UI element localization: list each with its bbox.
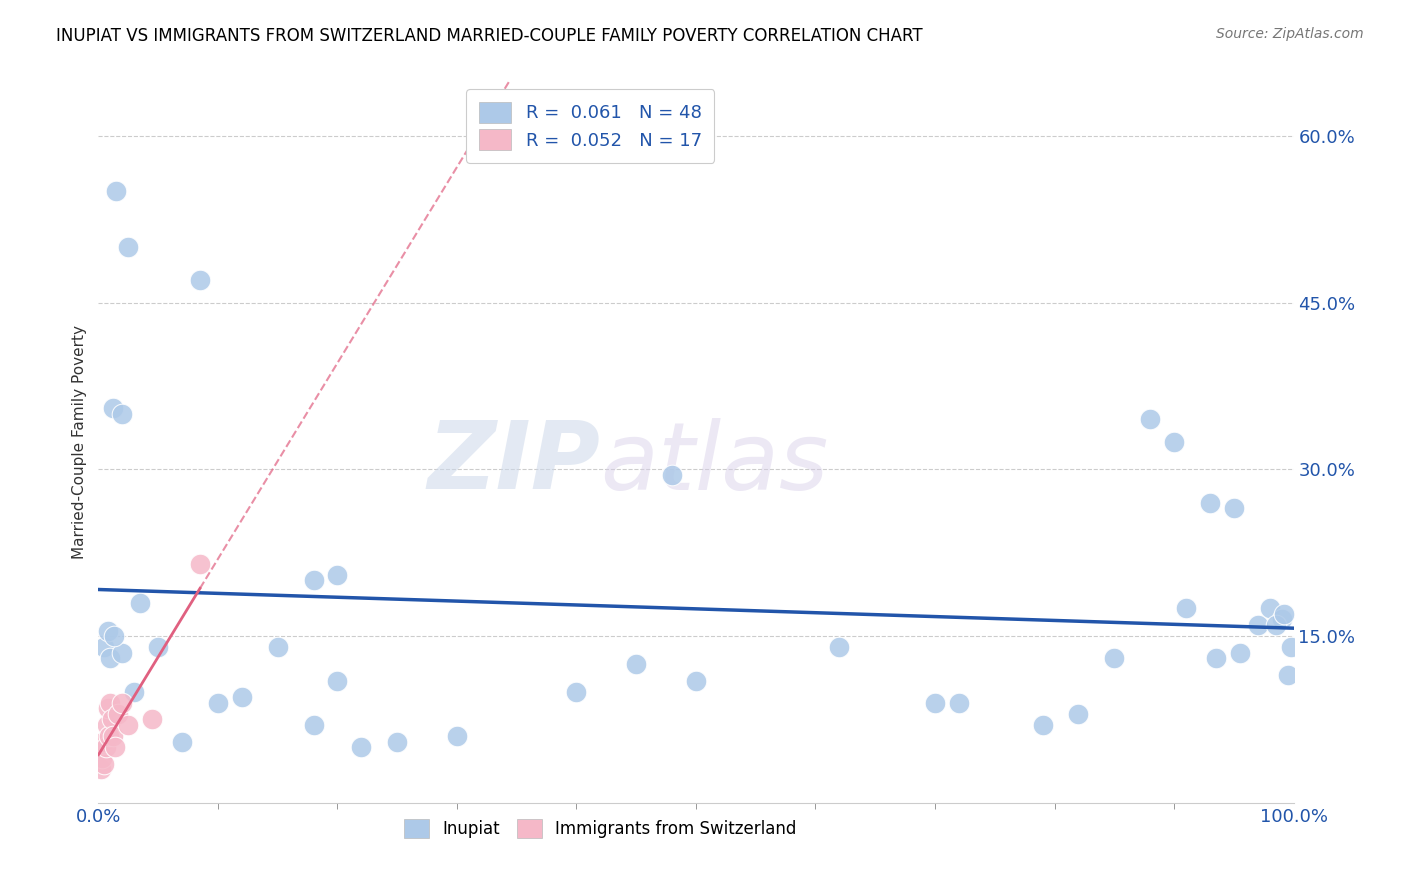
Text: ZIP: ZIP	[427, 417, 600, 509]
Point	[302, 574, 325, 588]
Point	[326, 673, 349, 688]
Point	[828, 640, 851, 655]
Point	[124, 684, 146, 698]
Point	[231, 690, 253, 705]
Point	[103, 629, 125, 643]
Point	[107, 706, 129, 721]
Point	[1258, 601, 1281, 615]
Point	[1139, 412, 1161, 426]
Point	[111, 696, 134, 710]
Point	[97, 701, 120, 715]
Point	[90, 763, 112, 777]
Point	[94, 740, 117, 755]
Point	[326, 568, 349, 582]
Point	[93, 640, 115, 655]
Point	[105, 185, 128, 199]
Point	[626, 657, 648, 671]
Point	[685, 673, 707, 688]
Point	[98, 696, 122, 710]
Y-axis label: Married-Couple Family Poverty: Married-Couple Family Poverty	[72, 325, 87, 558]
Point	[117, 718, 139, 732]
Point	[350, 740, 373, 755]
Point	[1272, 607, 1295, 621]
Point	[104, 740, 127, 755]
Point	[1264, 618, 1286, 632]
Point	[91, 751, 114, 765]
Point	[98, 729, 121, 743]
Point	[207, 696, 229, 710]
Point	[188, 273, 211, 287]
Point	[188, 557, 211, 571]
Point	[148, 640, 170, 655]
Point	[101, 401, 124, 416]
Point	[111, 646, 134, 660]
Point	[302, 718, 325, 732]
Point	[565, 684, 588, 698]
Point	[91, 734, 114, 748]
Point	[446, 729, 468, 743]
Point	[1279, 640, 1302, 655]
Point	[1229, 646, 1251, 660]
Point	[117, 240, 139, 254]
Point	[1223, 501, 1246, 516]
Point	[100, 713, 122, 727]
Point	[96, 718, 118, 732]
Point	[129, 596, 152, 610]
Point	[93, 756, 115, 771]
Point	[1205, 651, 1227, 665]
Point	[924, 696, 946, 710]
Point	[98, 651, 122, 665]
Point	[948, 696, 970, 710]
Point	[141, 713, 163, 727]
Point	[267, 640, 290, 655]
Point	[661, 467, 683, 482]
Point	[111, 407, 134, 421]
Point	[1104, 651, 1126, 665]
Point	[172, 734, 194, 748]
Text: INUPIAT VS IMMIGRANTS FROM SWITZERLAND MARRIED-COUPLE FAMILY POVERTY CORRELATION: INUPIAT VS IMMIGRANTS FROM SWITZERLAND M…	[56, 27, 922, 45]
Point	[1247, 618, 1270, 632]
Point	[1277, 668, 1299, 682]
Point	[1175, 601, 1198, 615]
Point	[1032, 718, 1054, 732]
Point	[385, 734, 409, 748]
Text: Source: ZipAtlas.com: Source: ZipAtlas.com	[1216, 27, 1364, 41]
Legend: Inupiat, Immigrants from Switzerland: Inupiat, Immigrants from Switzerland	[398, 813, 803, 845]
Point	[97, 624, 120, 638]
Point	[101, 729, 124, 743]
Point	[1271, 612, 1294, 626]
Point	[1067, 706, 1090, 721]
Point	[1199, 496, 1222, 510]
Text: atlas: atlas	[600, 417, 828, 508]
Point	[1163, 434, 1185, 449]
